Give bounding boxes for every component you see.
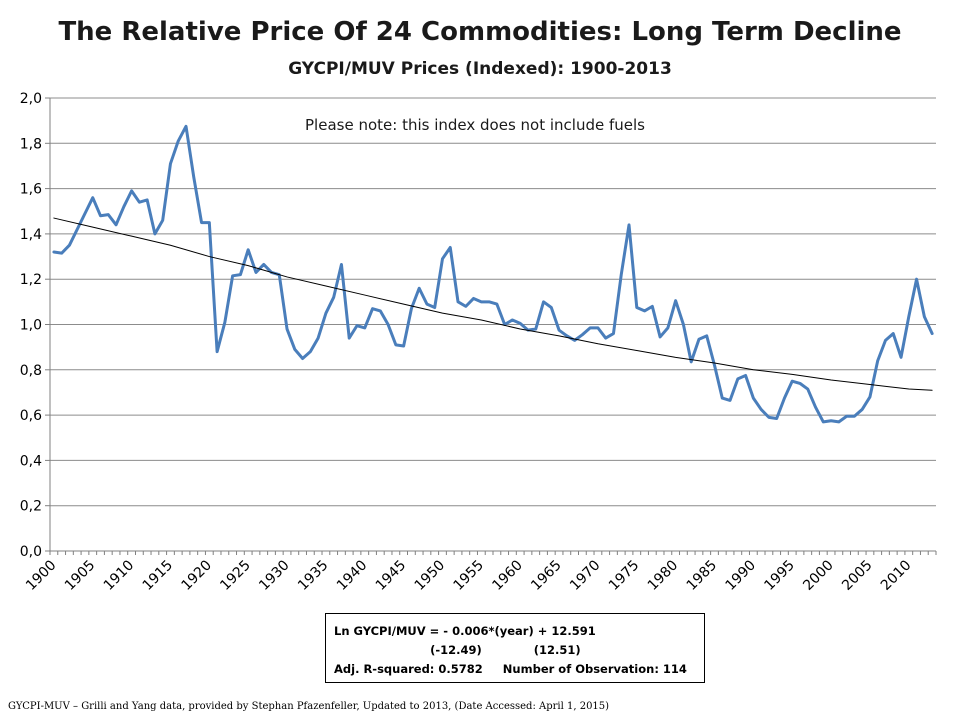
plot-area	[52, 124, 934, 424]
x-tick-label: 1940	[334, 557, 371, 594]
x-tick-label: 1990	[723, 557, 760, 594]
y-tick-label: 0,0	[20, 544, 42, 560]
y-tick-label: 0,4	[20, 453, 42, 469]
x-tick-label: 1975	[606, 557, 643, 594]
x-tick-label: 1905	[62, 557, 99, 594]
t-statistics-line: (-12.49) (12.51)	[334, 643, 581, 657]
x-tick-label: 1910	[101, 557, 138, 594]
x-tick-label: 1915	[140, 557, 177, 594]
y-tick-label: 2,0	[20, 91, 42, 107]
y-axis: 0,0 0,2 0,4 0,6 0,8 1,0 1,2 1,4 1,6 1,8 2,0	[20, 91, 51, 560]
y-tick-label: 1,8	[20, 136, 42, 152]
x-tick-label: 1985	[684, 557, 721, 594]
y-tick-label: 1,6	[20, 182, 42, 198]
gridlines	[50, 97, 936, 507]
y-tick-label: 0,8	[20, 363, 42, 379]
y-tick-label: 1,2	[20, 272, 42, 288]
equation-line: Ln GYCPI/MUV = - 0.006*(year) + 12.591	[334, 624, 596, 638]
chart-title: The Relative Price Of 24 Commodities: Lo…	[58, 17, 901, 47]
x-tick-label: 2000	[800, 557, 837, 594]
x-tick-label: 1995	[761, 557, 798, 594]
x-tick-label: 1920	[178, 557, 215, 594]
x-tick-label: 1980	[645, 557, 682, 594]
chart-subtitle: GYCPI/MUV Prices (Indexed): 1900-2013	[288, 59, 672, 79]
x-tick-label: 2005	[839, 557, 876, 594]
x-tick-label: 1960	[489, 557, 526, 594]
x-tick-label: 2010	[878, 557, 915, 594]
x-tick-label: 1970	[567, 557, 604, 594]
x-tick-label: 1965	[528, 557, 565, 594]
y-tick-label: 0,2	[20, 499, 42, 515]
x-tick-label: 1955	[450, 557, 487, 594]
trend-line	[53, 217, 933, 391]
y-tick-label: 1,0	[20, 318, 42, 334]
price-index-line	[52, 124, 934, 424]
x-tick-label: 1950	[412, 557, 449, 594]
regression-equation-box: Ln GYCPI/MUV = - 0.006*(year) + 12.591 (…	[325, 613, 705, 683]
x-tick-label: 1935	[295, 557, 332, 594]
x-tick-label: 1925	[217, 557, 254, 594]
x-tick-label: 1945	[373, 557, 410, 594]
x-tick-label: 1900	[23, 557, 60, 594]
x-axis: 1900 1905 1910 1915 1920 1925 1930 1935 1940 1945…	[23, 550, 937, 594]
y-tick-label: 1,4	[20, 227, 42, 243]
y-tick-label: 0,6	[20, 408, 42, 424]
source-note: GYCPI-MUV – Grilli and Yang data, provid…	[8, 701, 610, 712]
x-tick-label: 1930	[256, 557, 293, 594]
r-squared-line: Adj. R-squared: 0.5782 Number of Observa…	[334, 662, 687, 676]
chart-note: Please note: this index does not include…	[305, 116, 645, 134]
